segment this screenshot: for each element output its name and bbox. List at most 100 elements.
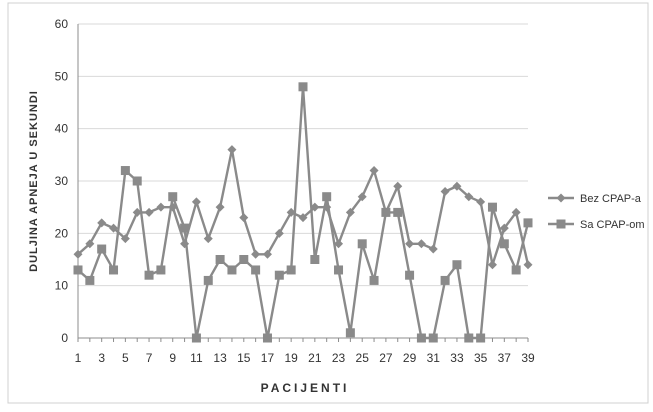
data-point <box>286 207 296 217</box>
data-point <box>251 265 261 275</box>
data-point <box>369 275 379 285</box>
data-point <box>440 275 450 285</box>
data-point <box>322 192 332 202</box>
y-tick-label: 20 <box>55 226 69 240</box>
data-point <box>487 202 497 212</box>
data-point <box>286 265 296 275</box>
data-point <box>428 244 438 254</box>
x-tick-label: 17 <box>261 351 275 365</box>
data-point <box>499 239 509 249</box>
legend-entry-2: Sa CPAP-om <box>548 219 645 231</box>
x-tick-label: 1 <box>75 351 82 365</box>
data-point <box>487 260 497 270</box>
data-point <box>274 270 284 280</box>
x-tick-label: 29 <box>403 351 417 365</box>
data-point <box>144 270 154 280</box>
data-point <box>334 265 344 275</box>
data-point <box>239 213 249 223</box>
data-point <box>298 213 308 223</box>
legend: Bez CPAP-a Sa CPAP-om <box>548 193 645 231</box>
data-point <box>476 333 486 343</box>
data-point <box>203 234 213 244</box>
x-tick-label: 33 <box>450 351 464 365</box>
x-tick-label: 21 <box>308 351 322 365</box>
x-axis-label: PACIJENTI <box>261 381 350 395</box>
legend-marker <box>556 219 566 229</box>
data-point <box>262 333 272 343</box>
data-point <box>85 275 95 285</box>
series-1 <box>73 145 533 270</box>
data-point <box>73 265 83 275</box>
data-point <box>144 207 154 217</box>
y-tick-label: 40 <box>55 122 69 136</box>
x-tick-label: 25 <box>356 351 370 365</box>
data-point <box>156 265 166 275</box>
x-tick-label: 15 <box>237 351 251 365</box>
x-tick-label: 27 <box>379 351 393 365</box>
x-tick-label: 37 <box>498 351 512 365</box>
data-point <box>156 202 166 212</box>
data-point <box>416 239 426 249</box>
y-tick-label: 0 <box>61 331 68 345</box>
data-point <box>85 239 95 249</box>
data-point <box>381 207 391 217</box>
data-point <box>357 239 367 249</box>
data-point <box>120 166 130 176</box>
data-point <box>120 234 130 244</box>
data-point <box>464 192 474 202</box>
data-point <box>274 228 284 238</box>
data-point <box>345 207 355 217</box>
data-point <box>452 260 462 270</box>
x-tick-label: 35 <box>474 351 488 365</box>
legend-entry-1: Bez CPAP-a <box>548 193 642 205</box>
data-point <box>97 244 107 254</box>
legend-label: Bez CPAP-a <box>580 193 642 205</box>
data-point <box>452 181 462 191</box>
x-tick-label: 9 <box>169 351 176 365</box>
data-point <box>132 176 142 186</box>
data-point <box>428 333 438 343</box>
data-point <box>227 265 237 275</box>
data-point <box>511 207 521 217</box>
y-tick-label: 60 <box>55 17 69 31</box>
data-point <box>168 192 178 202</box>
data-point <box>215 255 225 264</box>
x-tick-label: 39 <box>521 351 535 365</box>
data-point <box>215 202 225 212</box>
legend-marker <box>556 193 566 203</box>
data-point <box>109 265 119 275</box>
data-point <box>476 197 486 207</box>
x-tick-label: 31 <box>427 351 441 365</box>
y-tick-label: 10 <box>55 279 69 293</box>
x-tick-label: 11 <box>190 351 203 365</box>
series-layer <box>73 82 533 343</box>
data-point <box>334 239 344 249</box>
y-tick-label: 30 <box>55 174 69 188</box>
data-point <box>298 82 308 92</box>
data-point <box>369 166 379 176</box>
data-point <box>405 239 415 249</box>
data-point <box>97 218 107 228</box>
data-point <box>499 223 509 233</box>
x-tick-label: 23 <box>332 351 346 365</box>
data-point <box>523 218 533 228</box>
data-point <box>251 249 261 259</box>
x-tick-label: 3 <box>98 351 105 365</box>
data-point <box>262 249 272 259</box>
data-point <box>345 328 355 338</box>
y-axis-label: DULJINA APNEJA U SEKUNDI <box>28 90 40 272</box>
data-point <box>393 207 403 217</box>
data-point <box>109 223 119 233</box>
data-point <box>310 255 320 264</box>
data-point <box>405 270 415 280</box>
data-point <box>416 333 426 343</box>
data-point <box>191 333 201 343</box>
data-point <box>357 192 367 202</box>
data-point <box>511 265 521 275</box>
y-tick-label: 50 <box>55 69 69 83</box>
data-point <box>191 197 201 207</box>
x-tick-label: 19 <box>284 351 298 365</box>
data-point <box>180 223 190 233</box>
